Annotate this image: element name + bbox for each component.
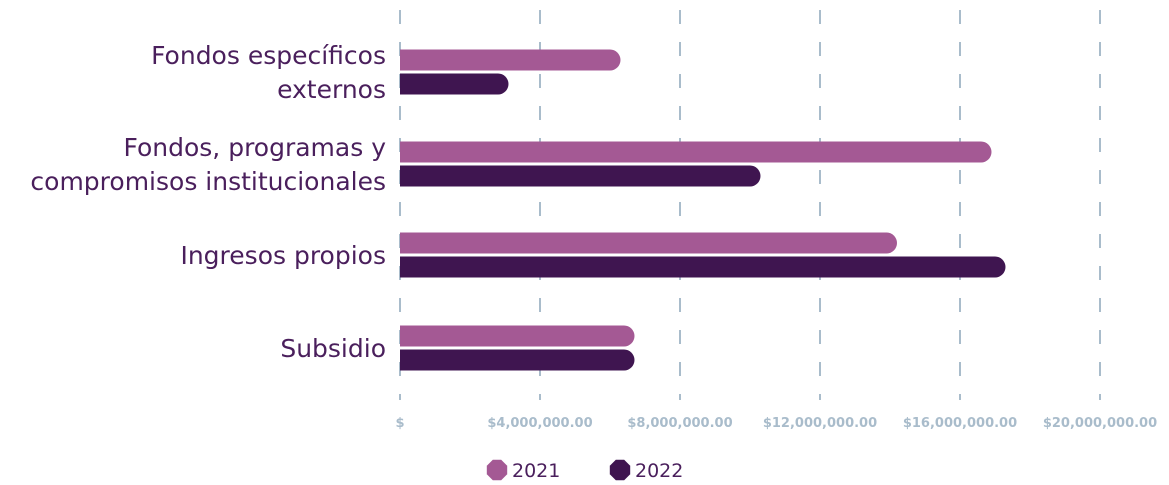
bar-base-2022-1 bbox=[400, 165, 421, 187]
bar-2021-2 bbox=[400, 232, 897, 254]
bar-base-2021-3 bbox=[400, 325, 421, 347]
bar-base-2021-1 bbox=[400, 141, 421, 163]
bar-2022-1 bbox=[400, 165, 761, 187]
category-labels: Fondos específicos externos Fondos, progra… bbox=[30, 41, 386, 363]
bar-base-2021-2 bbox=[400, 232, 421, 254]
tick-label-1: $4,000,000.00 bbox=[487, 416, 592, 431]
tick-label-0: $ bbox=[395, 416, 404, 431]
bar-2021-3 bbox=[400, 325, 635, 347]
bar-2021-0 bbox=[400, 49, 621, 71]
x-axis-ticks: $ $4,000,000.00 $8,000,000.00 $12,000,000.0… bbox=[395, 416, 1157, 431]
bar-2022-3 bbox=[400, 349, 635, 371]
category-label-2-0: Ingresos propios bbox=[180, 241, 386, 270]
category-label-1-0: Fondos, programas y bbox=[123, 133, 386, 162]
legend: 2021 2022 bbox=[486, 459, 683, 482]
legend-label-2022: 2022 bbox=[635, 460, 683, 482]
bar-2022-0 bbox=[400, 73, 509, 95]
bar-2022-2 bbox=[400, 256, 1006, 278]
legend-marker-2021 bbox=[486, 459, 508, 481]
bar-base-2022-3 bbox=[400, 349, 421, 371]
tick-label-4: $16,000,000.00 bbox=[903, 416, 1017, 431]
bar-base-2022-0 bbox=[400, 73, 421, 95]
bar-base-2021-0 bbox=[400, 49, 421, 71]
tick-label-2: $8,000,000.00 bbox=[627, 416, 732, 431]
legend-label-2021: 2021 bbox=[512, 460, 560, 482]
bar-base-2022-2 bbox=[400, 256, 421, 278]
category-label-0-0: Fondos específicos bbox=[151, 41, 386, 70]
tick-label-3: $12,000,000.00 bbox=[763, 416, 877, 431]
category-label-0-1: externos bbox=[277, 75, 386, 104]
legend-marker-2022 bbox=[609, 459, 631, 481]
bars bbox=[400, 49, 1006, 371]
category-label-1-1: compromisos institucionales bbox=[30, 167, 386, 196]
bar-2021-1 bbox=[400, 141, 992, 163]
category-label-3-0: Subsidio bbox=[280, 334, 386, 363]
tick-label-5: $20,000,000.00 bbox=[1043, 416, 1157, 431]
